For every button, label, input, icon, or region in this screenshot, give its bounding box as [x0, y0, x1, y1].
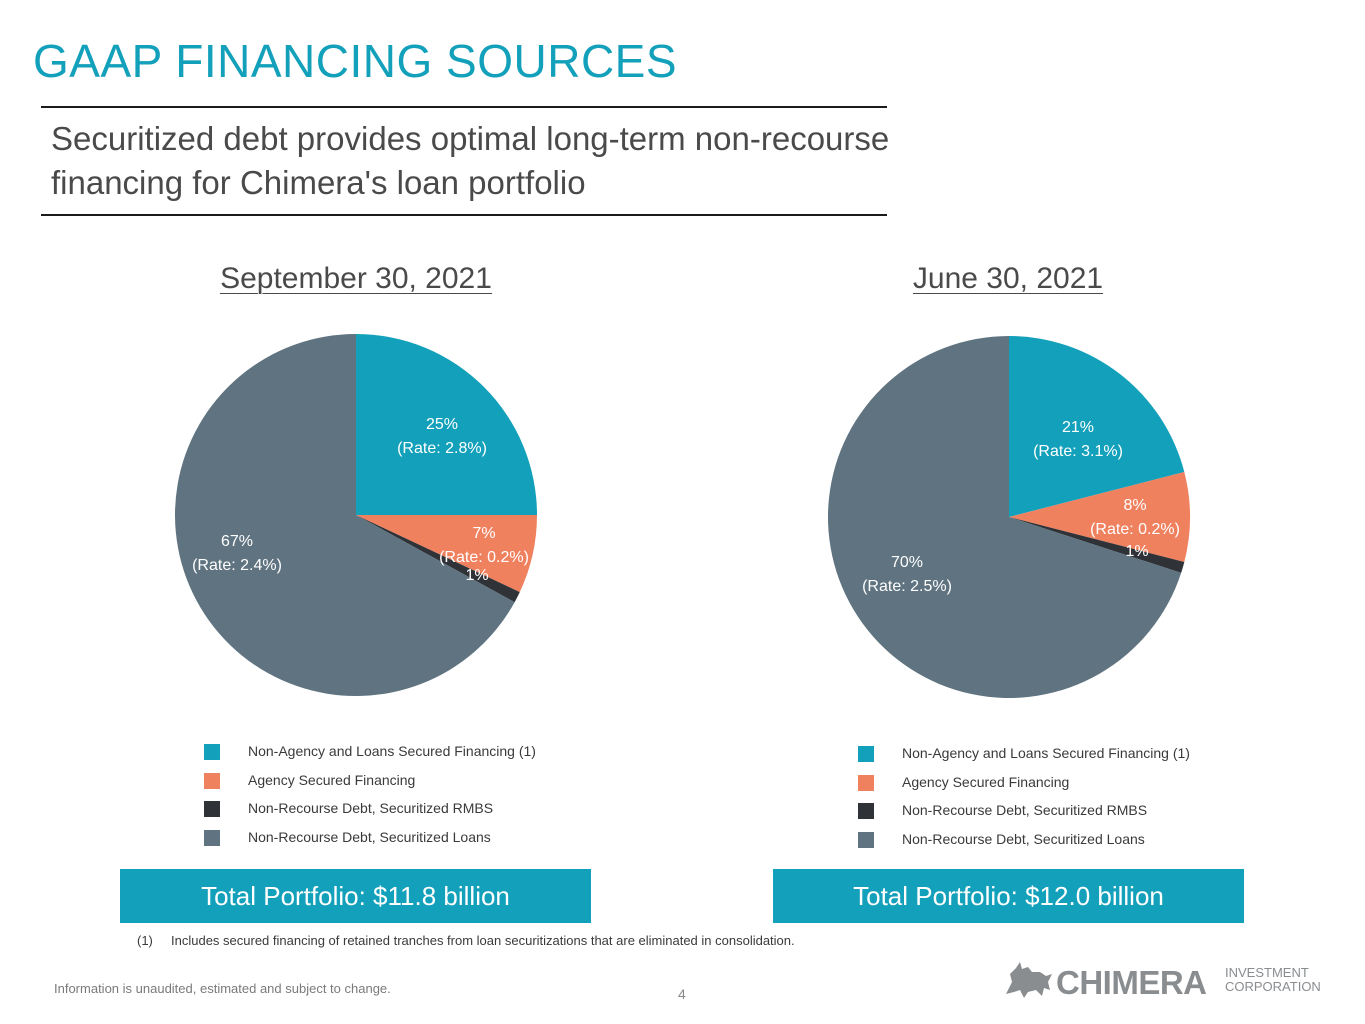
data-label-rate-agency: (Rate: 0.2%): [439, 549, 529, 566]
slice-non-agency: [1009, 336, 1185, 517]
top-divider: [41, 106, 887, 108]
data-label-pct-agency: 8%: [1123, 497, 1146, 514]
data-label-rate-non-agency: (Rate: 2.8%): [397, 440, 487, 457]
legend-swatch-agency: [858, 774, 874, 791]
slice-agency: [356, 515, 537, 593]
total-portfolio-sep: Total Portfolio: $11.8 billion: [120, 869, 591, 923]
legend-label-loans: Non-Recourse Debt, Securitized Loans: [248, 828, 491, 845]
bottom-divider: [41, 214, 887, 216]
data-label-pct-rmbs: 1%: [1125, 543, 1148, 560]
logo-wordmark: CHIMERA: [1056, 964, 1207, 1001]
data-label-rate-loans: (Rate: 2.4%): [192, 557, 282, 574]
footnote-text: Includes secured financing of retained t…: [171, 933, 795, 948]
legend-label-rmbs: Non-Recourse Debt, Securitized RMBS: [902, 802, 1148, 818]
legend-label-loans: Non-Recourse Debt, Securitized Loans: [902, 830, 1145, 847]
slice-loans: [828, 336, 1182, 698]
legend-swatch-loans: [204, 829, 220, 846]
legend-label-non-agency: Non-Agency and Loans Secured Financing (…: [248, 743, 536, 759]
data-label-pct-non-agency: 25%: [426, 416, 458, 433]
legend-label-non-agency: Non-Agency and Loans Secured Financing (…: [902, 745, 1190, 761]
slice-rmbs: [1009, 517, 1185, 573]
legend-swatch-rmbs: [204, 801, 220, 817]
page-subtitle: Securitized debt provides optimal long-t…: [51, 117, 951, 205]
data-label-pct-rmbs: 1%: [465, 567, 488, 584]
legend-swatch-rmbs: [858, 803, 874, 819]
data-label-rate-non-agency: (Rate: 3.1%): [1033, 443, 1123, 460]
legend-swatch-non-agency: [858, 746, 874, 762]
slice-loans: [175, 334, 515, 696]
data-label-pct-loans: 70%: [891, 554, 923, 571]
chart-title-sep: September 30, 2021: [220, 262, 492, 295]
chart-title-jun: June 30, 2021: [912, 262, 1104, 295]
pie-chart-jun: 21% (Rate: 3.1%) 8% (Rate: 0.2%) 1% 70% (Rate:…: [828, 336, 1190, 698]
page-number: 4: [678, 986, 686, 1002]
slice-rmbs: [356, 515, 520, 603]
legend-label-agency: Agency Secured Financing: [248, 771, 416, 788]
legend-label-agency: Agency Secured Financing: [902, 773, 1070, 790]
legend-label-rmbs: Non-Recourse Debt, Securitized RMBS: [248, 800, 494, 816]
page-title: GAAP FINANCING SOURCES: [33, 35, 678, 87]
slice-agency: [1009, 471, 1190, 563]
chimera-creature-icon: [1006, 962, 1052, 998]
data-label-rate-loans: (Rate: 2.5%): [862, 578, 952, 595]
logo-sub-line2: CORPORATION: [1225, 979, 1321, 994]
footnote: (1) Includes secured financing of retaine…: [137, 933, 795, 948]
data-label-pct-non-agency: 21%: [1062, 419, 1094, 436]
data-label-pct-agency: 7%: [472, 525, 495, 542]
pie-chart-sep: 25% (Rate: 2.8%) 7% (Rate: 0.2%)1% 67% (Rate:…: [175, 334, 537, 696]
footnote-number: (1): [137, 933, 153, 948]
total-portfolio-jun: Total Portfolio: $12.0 billion: [773, 869, 1244, 923]
subtitle-line-2: financing for Chimera's loan portfolio: [51, 164, 586, 201]
legend-swatch-agency: [204, 772, 220, 789]
company-logo: CHIMERA INVESTMENT CORPORATION: [1002, 960, 1342, 1002]
subtitle-line-1: Securitized debt provides optimal long-t…: [51, 120, 890, 157]
data-label-rate-agency: (Rate: 0.2%): [1090, 521, 1180, 538]
legend-swatch-non-agency: [204, 744, 220, 760]
slice-non-agency: [356, 334, 537, 515]
disclaimer: Information is unaudited, estimated and …: [54, 981, 391, 996]
data-label-pct-loans: 67%: [221, 533, 253, 550]
logo-sub-line1: INVESTMENT: [1225, 965, 1309, 980]
legend-swatch-loans: [858, 831, 874, 848]
